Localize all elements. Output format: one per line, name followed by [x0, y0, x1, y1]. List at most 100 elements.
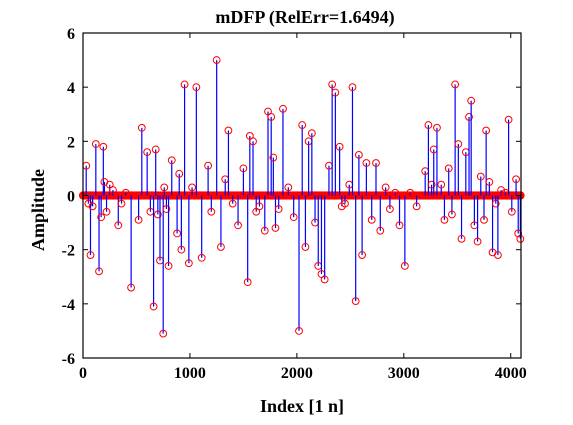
- stem-marker: [331, 88, 340, 97]
- stem-marker: [298, 121, 307, 129]
- stem-marker: [497, 186, 506, 194]
- stem-marker: [188, 183, 196, 192]
- x-tick-label: 0: [79, 365, 87, 382]
- stem-marker: [102, 207, 111, 216]
- stem-marker: [482, 126, 491, 135]
- stem-marker: [307, 129, 316, 138]
- stem-marker: [473, 237, 482, 246]
- stem-marker: [228, 199, 237, 208]
- stem-marker: [239, 164, 248, 173]
- stem-marker: [504, 115, 513, 124]
- stem-marker: [184, 259, 193, 268]
- stem-marker: [457, 234, 466, 243]
- y-tick-label: 6: [67, 26, 75, 43]
- stem-marker: [395, 221, 404, 230]
- stem-marker: [127, 283, 136, 292]
- stem-marker: [440, 215, 449, 224]
- y-tick-label: 2: [67, 134, 75, 151]
- y-tick-label: -4: [62, 297, 75, 314]
- stem-marker: [454, 140, 463, 148]
- stem-marker: [164, 262, 173, 270]
- stem-marker: [91, 140, 100, 148]
- stem-marker: [400, 262, 409, 270]
- stem-marker: [249, 137, 257, 146]
- stem-marker: [88, 202, 97, 211]
- x-tick-label: 1000: [174, 365, 206, 382]
- stem-marker: [391, 188, 400, 197]
- stem-marker: [97, 213, 106, 222]
- stem-marker: [284, 183, 293, 192]
- stem-marker: [243, 278, 252, 287]
- stem-marker: [362, 159, 371, 167]
- stem-marker: [376, 226, 385, 235]
- stem-marker: [207, 207, 216, 216]
- stem-marker: [137, 123, 146, 132]
- stem-marker: [160, 183, 169, 192]
- stem-marker: [153, 210, 162, 219]
- y-tick-label: 4: [67, 80, 75, 97]
- chart-title: mDFP (RelErr=1.6494): [215, 7, 394, 28]
- stem-marker: [485, 178, 494, 186]
- stem-marker: [173, 229, 182, 238]
- stem-marker: [217, 243, 225, 251]
- stem-marker: [351, 297, 360, 306]
- stem-marker: [476, 172, 485, 181]
- stem-marker: [279, 104, 287, 113]
- stem-marker: [180, 80, 189, 89]
- stem-marker: [367, 215, 376, 224]
- stem-marker: [159, 329, 168, 338]
- stem-marker: [514, 229, 523, 238]
- stem-marker: [134, 215, 143, 224]
- stem-marker: [175, 169, 184, 178]
- stem-marker: [114, 221, 123, 230]
- stem-marker: [109, 186, 117, 194]
- axis-ticks: 0 1000 2000 3000 4000 -6 -4 -2 0 2 4 6: [62, 26, 527, 382]
- y-tick-label: -6: [62, 351, 75, 368]
- stem-marker: [121, 188, 130, 197]
- stem-marker: [444, 164, 453, 173]
- stem-marker: [341, 199, 349, 208]
- stem-marker: [406, 188, 415, 197]
- stem-marker: [234, 221, 242, 230]
- stem-marker: [289, 213, 298, 222]
- stem-marker: [494, 251, 502, 259]
- stem-marker: [507, 207, 516, 216]
- stem-marker: [255, 202, 264, 211]
- stem-marker: [177, 245, 186, 254]
- stem-marker: [224, 126, 233, 135]
- stem-marker: [381, 183, 390, 192]
- stem-marker: [358, 251, 367, 259]
- stem-marker: [412, 202, 421, 211]
- stem-marker: [143, 148, 152, 157]
- y-tick-label: 0: [67, 189, 75, 206]
- stem-marker: [271, 224, 280, 232]
- stem-marker: [151, 145, 160, 154]
- stem-marker: [424, 121, 433, 129]
- stem-marker: [99, 142, 108, 151]
- x-tick-label: 2000: [281, 365, 313, 382]
- stem-marker: [467, 96, 476, 105]
- stem-marker: [480, 215, 488, 224]
- stem-marker: [84, 199, 93, 208]
- stem-marker: [197, 253, 206, 262]
- stem-marker: [301, 243, 310, 251]
- stem-marker: [512, 175, 520, 184]
- stem-marker: [267, 113, 276, 121]
- stem-marker: [451, 80, 460, 89]
- stem-marker: [437, 180, 446, 189]
- stem-marker: [348, 83, 357, 92]
- stem-marker: [192, 83, 201, 92]
- y-tick-label: -2: [62, 243, 75, 260]
- stem-marker: [212, 56, 221, 64]
- stem-marker: [427, 180, 436, 189]
- stem-marker: [328, 80, 337, 89]
- stem-marker: [354, 150, 363, 159]
- stem-marker: [86, 251, 95, 259]
- stem-marker: [516, 234, 525, 243]
- stem-marker: [149, 302, 158, 311]
- stem-marker: [295, 327, 303, 335]
- stem-marker: [433, 123, 441, 132]
- stem-marker: [491, 199, 500, 208]
- stem-marker: [372, 159, 380, 167]
